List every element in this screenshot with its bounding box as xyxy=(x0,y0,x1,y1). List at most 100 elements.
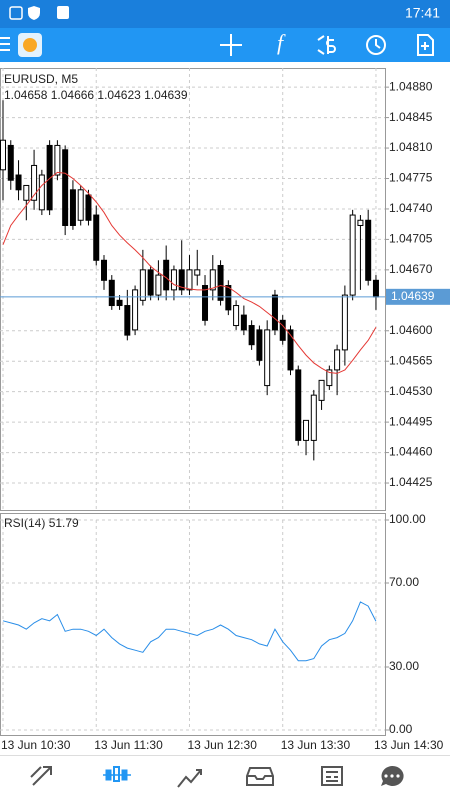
x-tick-label: 13 Jun 11:30 xyxy=(94,738,163,752)
candle-body xyxy=(372,279,379,298)
y-tick-label: 1.04530 xyxy=(389,384,433,398)
x-tick-label: 13 Jun 10:30 xyxy=(1,738,71,752)
candle-body xyxy=(15,174,22,191)
clock: 17:41 xyxy=(405,5,440,21)
candle-body xyxy=(209,269,216,291)
candle-body xyxy=(326,369,333,387)
y-tick-label: 1.04600 xyxy=(389,323,433,337)
candle-body xyxy=(349,214,356,296)
candle-body xyxy=(108,279,115,307)
candle-body xyxy=(178,269,185,291)
y-tick-label: 1.04565 xyxy=(389,353,433,367)
candle-body xyxy=(334,349,341,371)
candle-body xyxy=(116,299,123,307)
candle-body xyxy=(170,269,177,291)
candle-body xyxy=(271,294,278,331)
y-tick-label: 30.00 xyxy=(389,659,419,673)
rsi-title: RSI(14) 51.79 xyxy=(4,516,79,530)
candle-body xyxy=(147,269,154,296)
candle-body xyxy=(23,184,30,201)
rsi-line xyxy=(2,601,377,662)
status-bar xyxy=(0,0,450,28)
rsi-value: 51.79 xyxy=(49,516,79,530)
candle-body xyxy=(77,189,84,221)
candle-body xyxy=(341,294,348,351)
candle-body xyxy=(54,144,61,176)
candle-body xyxy=(365,219,372,281)
candle-body xyxy=(101,259,108,281)
symbol-title: EURUSD, M5 xyxy=(4,72,78,86)
last-price-box xyxy=(386,288,450,305)
candle-body xyxy=(256,329,263,361)
candle-body xyxy=(240,314,247,331)
y-tick-label: 0.00 xyxy=(389,722,413,736)
y-tick-label: 1.04460 xyxy=(389,445,433,459)
candle-body xyxy=(318,379,325,401)
candle-body xyxy=(202,285,209,321)
candle-body xyxy=(31,164,38,201)
menu-button[interactable] xyxy=(0,37,10,51)
y-tick-label: 1.04845 xyxy=(389,110,433,124)
candle-body xyxy=(264,329,271,387)
rsi-name: RSI(14) xyxy=(4,516,45,530)
candle-body xyxy=(7,144,14,181)
candle-body xyxy=(85,194,92,221)
candle-body xyxy=(287,329,294,371)
new-order-button[interactable] xyxy=(417,34,434,56)
candle-body xyxy=(357,219,364,226)
crosshair-button[interactable] xyxy=(220,34,242,56)
nav-history[interactable] xyxy=(246,767,274,786)
symbols-button[interactable] xyxy=(317,35,336,55)
x-tick-label: 13 Jun 14:30 xyxy=(374,738,444,752)
candle-body xyxy=(225,285,232,311)
nav-chart[interactable] xyxy=(103,766,131,782)
y-tick-label: 1.04810 xyxy=(389,140,433,154)
candle-body xyxy=(62,149,69,226)
y-tick-label: 100.00 xyxy=(389,512,426,526)
candle-body xyxy=(303,419,310,441)
y-tick-label: 1.04740 xyxy=(389,201,433,215)
nav-news[interactable] xyxy=(321,766,343,786)
candle-body xyxy=(155,274,162,296)
y-tick-label: 1.04495 xyxy=(389,414,433,428)
candle-body xyxy=(0,139,6,171)
candle-body xyxy=(310,394,317,441)
candle-body xyxy=(217,265,224,301)
candle-body xyxy=(233,305,240,327)
x-tick-label: 13 Jun 13:30 xyxy=(281,738,351,752)
candle-body xyxy=(124,305,131,336)
candle-body xyxy=(139,269,146,301)
candle-body xyxy=(69,189,76,226)
candle-body xyxy=(194,269,201,276)
ohlc-readout: 1.04658 1.04666 1.04623 1.04639 xyxy=(4,88,188,102)
price-pane xyxy=(0,68,386,511)
last-price-label: 1.04639 xyxy=(391,289,435,303)
y-tick-label: 1.04880 xyxy=(389,79,433,93)
candle-body xyxy=(38,174,45,211)
candle-body xyxy=(186,269,193,291)
candle-body xyxy=(163,259,170,291)
app-logo[interactable] xyxy=(18,33,42,57)
candle-body xyxy=(248,325,255,346)
y-tick-label: 1.04670 xyxy=(389,262,433,276)
svg-text:f: f xyxy=(277,30,286,55)
y-tick-label: 1.04705 xyxy=(389,232,433,246)
y-tick-label: 1.04425 xyxy=(389,475,433,489)
plot: 1.04880 1.04845 1.04810 1.04775 1.04740 1.047… xyxy=(0,68,450,752)
x-tick-label: 13 Jun 12:30 xyxy=(187,738,257,752)
candle-body xyxy=(279,319,286,341)
candle-body xyxy=(46,144,53,211)
y-tick-label: 1.04775 xyxy=(389,171,433,185)
rsi-pane xyxy=(0,513,386,736)
indicators-button[interactable]: f xyxy=(277,30,286,55)
nav-quotes[interactable] xyxy=(30,766,52,786)
timeframe-button[interactable] xyxy=(366,35,386,55)
nav-chat[interactable] xyxy=(381,765,404,786)
y-tick-label: 70.00 xyxy=(389,575,419,589)
candle-body xyxy=(93,214,100,261)
candle-body xyxy=(132,289,139,331)
candle-body xyxy=(295,369,302,441)
nav-trade[interactable] xyxy=(177,769,202,788)
